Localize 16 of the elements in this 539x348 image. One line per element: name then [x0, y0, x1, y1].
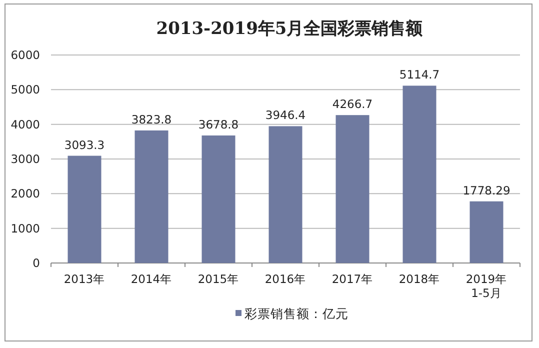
data-label: 3946.4	[265, 108, 306, 122]
data-label: 3678.8	[198, 117, 239, 132]
x-tick-label: 2018年	[398, 272, 442, 286]
chart-title: 2013-2019年5月全国彩票销售额	[156, 19, 424, 39]
data-label: 1778.29	[462, 183, 510, 198]
legend: 彩票销售额：亿元	[236, 306, 348, 321]
data-label: 4266.7	[332, 97, 373, 112]
x-tick-label: 2013年	[62, 272, 106, 286]
x-tick-label: 2019年1-5月	[464, 272, 508, 300]
data-label: 3823.8	[131, 112, 172, 126]
x-tick-label: 2017年	[330, 272, 374, 286]
x-tick-label: 2015年	[196, 272, 240, 286]
x-tick-label: 2016年	[264, 272, 308, 286]
x-tick-label: 2014年	[130, 272, 174, 286]
data-label: 3093.3	[64, 138, 105, 152]
data-label: 5114.7	[399, 68, 440, 82]
